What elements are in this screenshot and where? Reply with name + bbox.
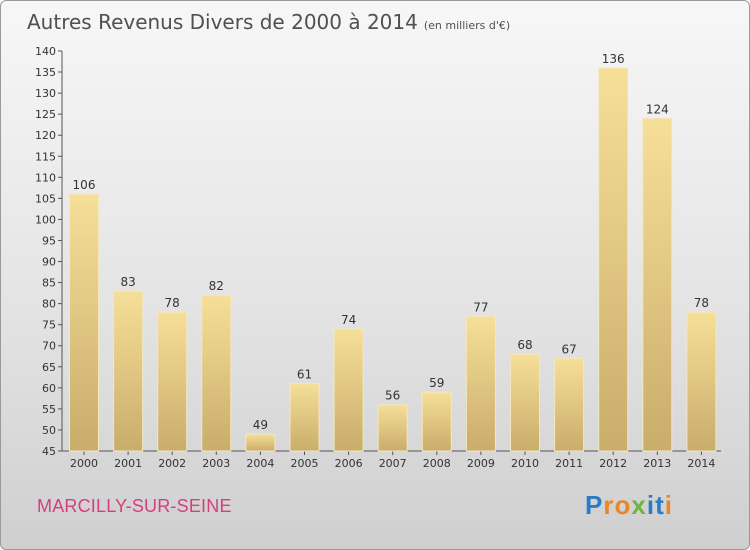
bar-value-label: 82 — [209, 279, 224, 293]
bar — [377, 404, 408, 452]
bar-value-label: 124 — [646, 102, 669, 116]
bar — [554, 357, 585, 452]
y-tick-label: 105 — [35, 192, 56, 205]
x-tick-label: 2010 — [511, 457, 539, 470]
x-tick-label: 2014 — [687, 457, 715, 470]
chart-axes: 45 50 55 60 65 70 75 80 85 90 95 100 105 110 115 120 125… — [35, 45, 721, 470]
brand-letter: r — [603, 490, 615, 520]
y-tick-label: 90 — [42, 256, 56, 269]
brand-letter: o — [614, 490, 632, 520]
bar-value-label: 61 — [297, 368, 312, 382]
chart-unit: (en milliers d'€) — [423, 19, 511, 32]
y-tick-label: 85 — [42, 277, 56, 290]
y-tick-label: 140 — [35, 45, 56, 58]
bar — [201, 294, 232, 452]
bar — [598, 67, 629, 452]
x-tick-label: 2009 — [467, 457, 495, 470]
y-tick-label: 120 — [35, 129, 56, 142]
y-tick-label: 65 — [42, 361, 56, 374]
proxiti-logo: Proxiti — [585, 490, 673, 521]
y-tick-label: 75 — [42, 319, 56, 332]
location-name: MARCILLY-SUR-SEINE — [37, 496, 232, 516]
bar-value-label: 74 — [341, 313, 356, 327]
bar — [113, 290, 144, 452]
bar-value-label: 106 — [73, 178, 96, 192]
x-tick-label: 2006 — [335, 457, 363, 470]
x-tick-label: 2008 — [423, 457, 451, 470]
bar — [421, 391, 452, 452]
x-tick-label: 2011 — [555, 457, 583, 470]
bar-value-label: 136 — [602, 52, 625, 66]
chart-title: Autres Revenus Divers de 2000 à 2014 (en … — [27, 10, 510, 34]
x-tick-label: 2007 — [379, 457, 407, 470]
y-tick-label: 125 — [35, 108, 56, 121]
brand-letter: x — [631, 490, 647, 520]
bar — [465, 315, 496, 452]
bar — [686, 311, 717, 452]
y-tick-label: 115 — [35, 150, 56, 163]
bar — [333, 328, 364, 452]
bar-value-label: 68 — [517, 338, 532, 352]
y-tick-label: 135 — [35, 66, 56, 79]
x-tick-label: 2003 — [202, 457, 230, 470]
x-tick-label: 2012 — [599, 457, 627, 470]
y-tick-label: 110 — [35, 171, 56, 184]
y-tick-label: 95 — [42, 234, 56, 247]
y-tick-label: 50 — [42, 424, 56, 437]
x-tick-label: 2001 — [114, 457, 142, 470]
bar-value-label: 49 — [253, 418, 268, 432]
y-tick-label: 60 — [42, 382, 56, 395]
y-tick-label: 100 — [35, 213, 56, 226]
bar — [157, 311, 188, 452]
y-tick-label: 130 — [35, 87, 56, 100]
bar — [245, 433, 276, 452]
bar-value-label: 59 — [429, 376, 444, 390]
bar — [642, 117, 673, 452]
bar-value-label: 67 — [561, 342, 576, 356]
y-tick-label: 80 — [42, 298, 56, 311]
y-tick-label: 55 — [42, 403, 56, 416]
chart-title-text: Autres Revenus Divers de 2000 à 2014 — [27, 10, 418, 34]
x-tick-label: 2004 — [246, 457, 274, 470]
bar — [510, 353, 540, 452]
x-tick-label: 2013 — [643, 457, 671, 470]
brand-letter: t — [655, 490, 665, 520]
bar-value-label: 78 — [165, 296, 180, 310]
bar — [289, 383, 320, 452]
brand-letter: P — [585, 490, 604, 520]
chart-bars: 106 83 78 82 49 61 74 56 59 77 68 67 136 124 78 — [69, 52, 717, 452]
bar-value-label: 56 — [385, 389, 400, 403]
x-tick-label: 2000 — [70, 457, 98, 470]
bar-value-label: 78 — [694, 296, 709, 310]
y-tick-label: 45 — [42, 445, 56, 458]
x-tick-label: 2002 — [158, 457, 186, 470]
bar — [69, 193, 99, 452]
brand-letter: i — [646, 490, 656, 520]
y-tick-label: 70 — [42, 340, 56, 353]
bar-value-label: 83 — [120, 275, 135, 289]
bar-value-label: 77 — [473, 300, 488, 314]
x-tick-label: 2005 — [291, 457, 319, 470]
brand-letter: i — [664, 490, 673, 520]
